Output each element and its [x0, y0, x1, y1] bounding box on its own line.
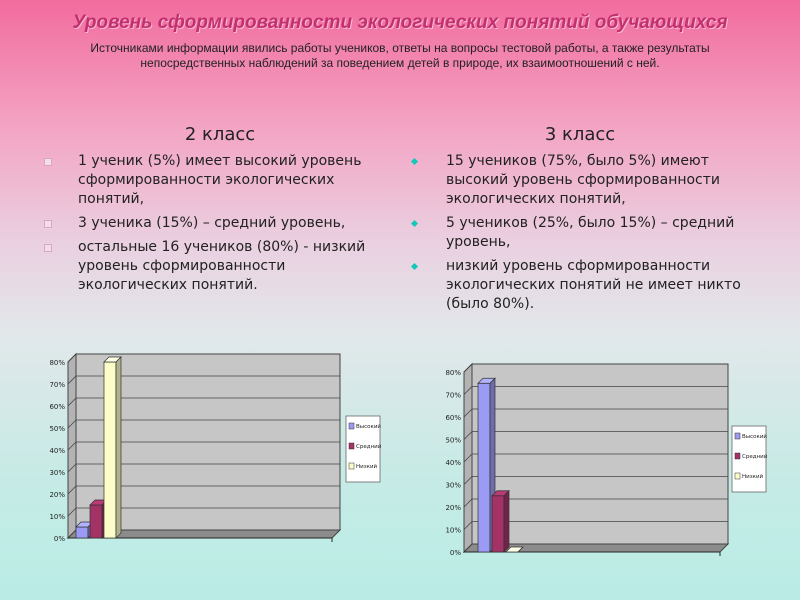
- legend-label: Средний: [742, 453, 768, 460]
- slide-title: Уровень сформированности экологических п…: [72, 12, 728, 33]
- bullet-icon: [44, 244, 52, 252]
- y-tick-label: 0%: [54, 535, 65, 543]
- list-item: остальные 16 учеников (80%) - низкий уро…: [40, 238, 380, 295]
- gridline: [463, 521, 728, 530]
- left-list: 1 ученик (5%) имеет высокий уровень сфор…: [40, 152, 380, 300]
- left-heading: 2 класс: [184, 124, 256, 145]
- bar-low: [103, 361, 117, 539]
- y-tick-label: 50%: [49, 425, 65, 433]
- bar-side: [503, 489, 510, 553]
- y-tick-label: 80%: [445, 369, 461, 377]
- gridline: [463, 453, 728, 463]
- legend-swatch: [348, 422, 355, 430]
- gridline: [463, 543, 728, 553]
- y-tick-label: 40%: [445, 459, 461, 467]
- gridline: [67, 507, 340, 517]
- bullet-icon: [410, 219, 419, 228]
- gridline: [463, 431, 728, 440]
- legend-label: Высокий: [742, 433, 767, 440]
- legend-swatch: [734, 472, 741, 480]
- bar-side: [517, 546, 524, 553]
- y-tick-label: 40%: [49, 447, 65, 455]
- legend-label: Низкий: [356, 463, 378, 470]
- legend-swatch: [348, 462, 355, 470]
- bar-high: [477, 382, 491, 553]
- legend-label: Средний: [356, 443, 382, 450]
- y-tick-label: 10%: [49, 513, 65, 521]
- gridline: [463, 498, 728, 508]
- y-tick-label: 20%: [445, 504, 461, 512]
- bullet-icon: [410, 262, 419, 271]
- y-tick-label: 70%: [49, 381, 65, 389]
- y-tick-label: 20%: [49, 491, 65, 499]
- list-item: 3 ученика (15%) – средний уровень,: [40, 214, 380, 233]
- y-tick-label: 60%: [49, 403, 65, 411]
- bar-mid: [491, 495, 505, 553]
- bar-mid: [89, 504, 103, 539]
- list-item: низкий уровень сформированности экологич…: [408, 257, 748, 314]
- slide-subtitle: Источниками информации явились работы уч…: [90, 41, 710, 70]
- legend-swatch: [734, 452, 741, 460]
- legend-label: Высокий: [356, 423, 381, 430]
- bar-high: [75, 526, 89, 539]
- y-tick-label: 0%: [450, 549, 461, 557]
- legend-label: Низкий: [742, 473, 764, 480]
- right-heading: 3 класс: [544, 124, 616, 145]
- gridline: [67, 419, 340, 429]
- legend-swatch: [734, 432, 741, 440]
- chart-grade-3: 0% 10% 20% 30% 40% 50% 60% 70% 80% Высокий Средний…: [445, 360, 772, 560]
- gridline: [463, 408, 728, 418]
- gridline: [463, 363, 728, 373]
- chart-grade-2: 0% 10% 20% 30% 40% 50% 60% 70% 80% Высокий Средний…: [48, 350, 388, 550]
- legend-swatch: [348, 442, 355, 450]
- list-item: 1 ученик (5%) имеет высокий уровень сфор…: [40, 152, 380, 209]
- y-tick-label: 10%: [445, 527, 461, 535]
- y-tick-label: 80%: [49, 359, 65, 367]
- chart-grade-3-svg: 0% 10% 20% 30% 40% 50% 60% 70% 80% Высокий Средний…: [445, 362, 768, 557]
- list-item: 15 учеников (75%, было 5%) имеют высокий…: [408, 152, 748, 209]
- y-tick-label: 50%: [445, 437, 461, 445]
- bar-side: [115, 356, 122, 539]
- y-tick-label: 30%: [445, 482, 461, 490]
- gridline: [463, 476, 728, 485]
- y-tick-label: 70%: [445, 392, 461, 400]
- gridline: [67, 397, 340, 407]
- bullet-icon: [44, 220, 52, 228]
- y-tick-label: 60%: [445, 414, 461, 422]
- right-list: 15 учеников (75%, было 5%) имеют высокий…: [408, 152, 748, 319]
- gridline: [67, 485, 340, 495]
- gridline: [67, 463, 340, 473]
- y-tick-label: 30%: [49, 469, 65, 477]
- gridline: [463, 386, 728, 395]
- chart-grade-2-svg: 0% 10% 20% 30% 40% 50% 60% 70% 80% Высокий Средний…: [49, 352, 382, 543]
- list-item: 5 учеников (25%, было 15%) – средний уро…: [408, 214, 748, 252]
- gridline: [67, 375, 340, 385]
- bullet-icon: [410, 157, 419, 166]
- gridline: [67, 441, 340, 451]
- gridline: [67, 353, 340, 363]
- bullet-icon: [44, 158, 52, 166]
